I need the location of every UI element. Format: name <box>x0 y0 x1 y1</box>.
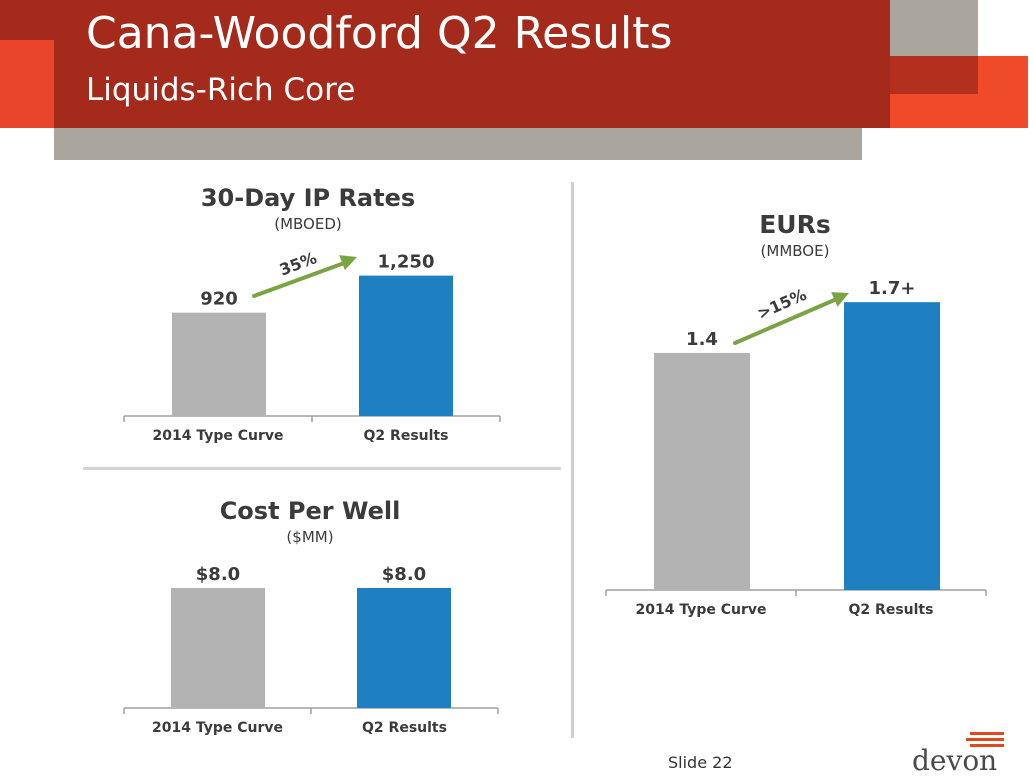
ip-value-label-2: 1,250 <box>378 252 435 273</box>
devon-logo: devon <box>908 730 1020 780</box>
cost-bar-2 <box>357 588 451 708</box>
ip-bar-2 <box>359 275 453 416</box>
cost-title: Cost Per Well <box>219 497 401 525</box>
cost-category-label-1: 2014 Type Curve <box>152 720 283 736</box>
header-accent-red <box>890 56 978 94</box>
eur-bar-2 <box>844 302 940 590</box>
ip-growth-arrow <box>252 260 349 298</box>
ip-growth-arrowhead <box>339 255 357 271</box>
logo-bar-3 <box>970 744 1004 747</box>
ip-rates-title: 30-Day IP Rates <box>200 184 416 212</box>
cost-value-label-1: $8.0 <box>196 564 240 585</box>
page-title: Cana-Woodford Q2 Results <box>86 8 673 59</box>
eur-category-label-1: 2014 Type Curve <box>635 602 766 618</box>
page-subtitle: Liquids-Rich Core <box>86 72 356 108</box>
ip-category-label-2: Q2 Results <box>364 428 449 444</box>
header-band <box>0 0 890 128</box>
slide-number: Slide 22 <box>668 753 733 772</box>
header-accent-left <box>0 40 54 128</box>
cost-value-label-2: $8.0 <box>382 564 426 585</box>
vertical-divider <box>571 182 574 738</box>
logo-text: devon <box>912 744 998 777</box>
logo-bar-1 <box>970 732 1004 735</box>
eurs-title: EURs <box>759 210 831 239</box>
ip-category-label-1: 2014 Type Curve <box>152 428 283 444</box>
eur-growth-arrow <box>733 296 841 345</box>
header-accent-gray <box>890 0 978 56</box>
header-underline-band <box>54 128 862 160</box>
logo-bar-2 <box>966 738 1004 741</box>
cost-bar-1 <box>171 588 265 708</box>
eur-value-label-1: 1.4 <box>686 329 718 350</box>
eur-growth-arrowhead <box>831 292 849 307</box>
cost-unit: ($MM) <box>286 528 334 546</box>
eur-bar-1 <box>654 352 750 590</box>
eurs-unit: (MMBOE) <box>760 242 830 260</box>
eur-category-label-2: Q2 Results <box>849 602 934 618</box>
ip-value-label-1: 920 <box>200 289 238 310</box>
cost-category-label-2: Q2 Results <box>362 720 447 736</box>
ip-bar-1 <box>172 312 266 416</box>
eur-growth-label: >15% <box>754 285 809 323</box>
ip-rates-unit: (MBOED) <box>274 215 342 233</box>
horizontal-divider <box>83 467 561 470</box>
eur-value-label-2: 1.7+ <box>869 278 916 299</box>
